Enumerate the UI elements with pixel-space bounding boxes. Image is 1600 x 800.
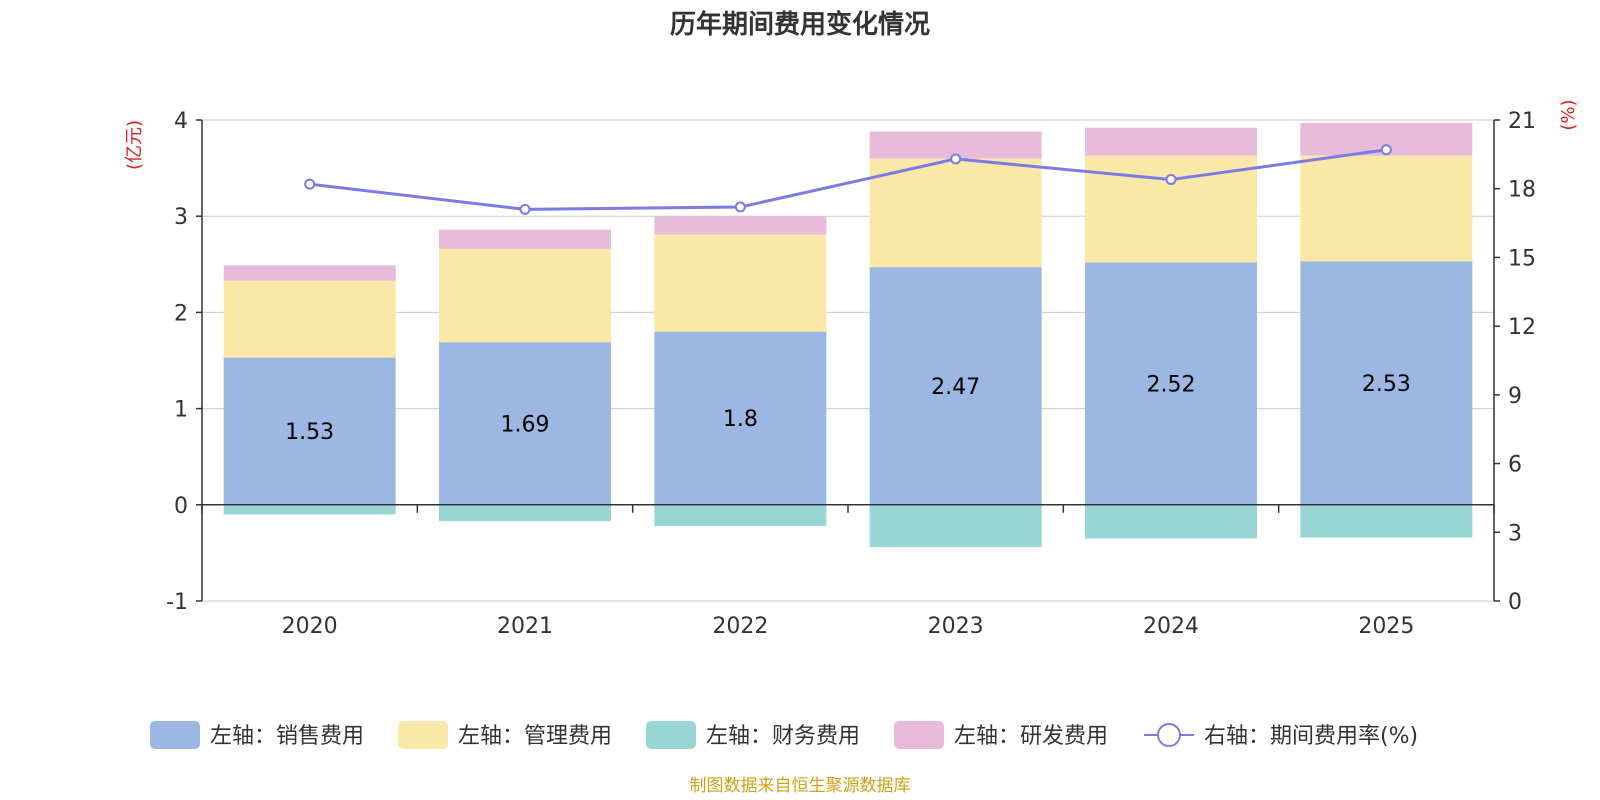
right-tick-label: 0 [1508,590,1522,615]
left-tick-label: 2 [174,301,188,326]
legend-label: 左轴：财务费用 [706,724,860,749]
left-tick-label: 3 [174,205,188,230]
legend-label: 左轴：销售费用 [210,724,364,749]
x-tick-label: 2020 [282,614,338,639]
chart-title: 历年期间费用变化情况 [670,9,930,40]
right-tick-label: 6 [1508,453,1522,478]
bar-segment [223,280,396,358]
bar-segment [223,265,396,281]
bar-segment [869,158,1042,268]
bar-segment [1300,261,1473,505]
bar-segment [869,504,1042,548]
x-tick-label: 2022 [712,614,768,639]
bar-segment [439,504,611,522]
bar-segment [1085,127,1257,156]
legend-swatch-marker [1157,723,1181,747]
x-tick-label: 2023 [928,614,984,639]
legend-label: 右轴：期间费用率(%) [1204,724,1418,749]
x-tick-label: 2025 [1358,614,1414,639]
right-axis-unit: (%) [1558,99,1579,130]
bar-segment [869,267,1042,505]
bar-segment [223,504,396,515]
bar-value-label: 2.53 [1362,372,1411,397]
left-tick-label: -1 [166,590,188,615]
right-tick-label: 18 [1508,178,1536,203]
bar-segment [654,216,827,235]
source-note: 制图数据来自恒生聚源数据库 [690,776,911,796]
line-point [1380,144,1392,156]
legend-swatch [894,721,944,749]
legend-label: 左轴：研发费用 [954,724,1108,749]
legend-swatch [398,721,448,749]
bar-segment [654,331,827,505]
left-tick-label: 1 [174,398,188,423]
series-line [309,148,1387,211]
bar-segment [654,504,827,526]
right-tick-label: 21 [1508,109,1536,134]
bar-segment [1300,504,1473,538]
bar-value-label: 1.69 [501,413,550,438]
right-tick-label: 15 [1508,246,1536,271]
bar-segment [1300,155,1473,262]
bar-segment [1085,262,1257,505]
legend-swatch [150,721,200,749]
bar-segment [1085,504,1257,539]
label-layer: 1.53 1.69 1.8 2.47 2.52 2.53 [285,372,1411,445]
line-point [1165,174,1177,186]
bar-value-label: 2.52 [1147,373,1196,398]
left-tick-label: 4 [174,109,188,134]
x-tick-label: 2021 [497,614,553,639]
legend-swatch [646,721,696,749]
left-tick-label: 0 [174,494,188,519]
bar-segment [654,234,827,332]
line-point [734,201,746,213]
line-point [519,203,531,215]
bar-layer [223,122,1473,548]
bar-value-label: 2.47 [931,375,980,400]
right-tick-label: 9 [1508,384,1522,409]
bar-value-label: 1.53 [285,420,334,445]
right-tick-label: 12 [1508,315,1536,340]
bar-segment [439,248,611,343]
bar-segment [223,357,396,505]
right-tick-label: 3 [1508,521,1522,546]
bar-segment [439,342,611,505]
left-axis-unit: (亿元) [124,120,145,170]
x-tick-label: 2024 [1143,614,1199,639]
bar-value-label: 1.8 [723,407,758,432]
grid-layer [202,119,1494,602]
legend: 左轴：销售费用 左轴：管理费用 左轴：财务费用 左轴：研发费用 右轴：期间费用率(%) [150,721,1418,749]
bar-segment [439,229,611,249]
line-point [304,178,316,190]
legend-label: 左轴：管理费用 [458,724,612,749]
line-layer [304,144,1392,215]
line-point [950,153,962,165]
